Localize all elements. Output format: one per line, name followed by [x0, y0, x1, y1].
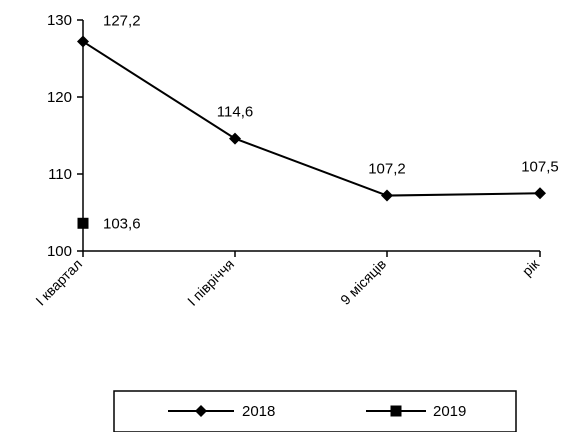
x-tick-label: І півріччя — [184, 256, 237, 309]
legend-label-2019: 2019 — [433, 403, 466, 420]
series-markers — [77, 35, 546, 229]
series-lines — [82, 40, 541, 197]
x-tick-label: 9 місяців — [337, 256, 389, 308]
axes: 100 110 120 130 І квартал І півріччя 9 місяців… — [32, 12, 542, 309]
y-tick-label: 130 — [47, 12, 72, 29]
data-label-2018: 107,2 — [368, 161, 406, 178]
legend-box — [113, 390, 517, 432]
data-label-2018: 107,5 — [521, 158, 559, 175]
series-line-2018 — [82, 40, 541, 197]
legend-marker-2019 — [390, 405, 402, 417]
data-label-2018: 114,6 — [217, 104, 253, 121]
y-tick-label: 100 — [47, 243, 72, 260]
data-label-2018: 127,2 — [103, 13, 141, 30]
x-tick-label: І квартал — [32, 256, 85, 309]
y-tick-label: 110 — [48, 166, 72, 183]
legend-label-2018: 2018 — [242, 403, 275, 420]
y-tick-label: 120 — [47, 89, 72, 106]
legend: 2018 2019 — [113, 390, 517, 432]
data-labels: 127,2 114,6 107,2 107,5 103,6 — [103, 13, 559, 233]
legend-marker-2018 — [195, 405, 207, 417]
data-label-2019: 103,6 — [103, 215, 141, 232]
data-point-2019 — [77, 217, 89, 229]
data-point-2018 — [534, 187, 546, 200]
data-point-2018 — [77, 35, 89, 48]
data-point-2018 — [381, 189, 393, 202]
data-point-2018 — [229, 132, 241, 145]
x-tick-label: рік — [519, 255, 543, 279]
